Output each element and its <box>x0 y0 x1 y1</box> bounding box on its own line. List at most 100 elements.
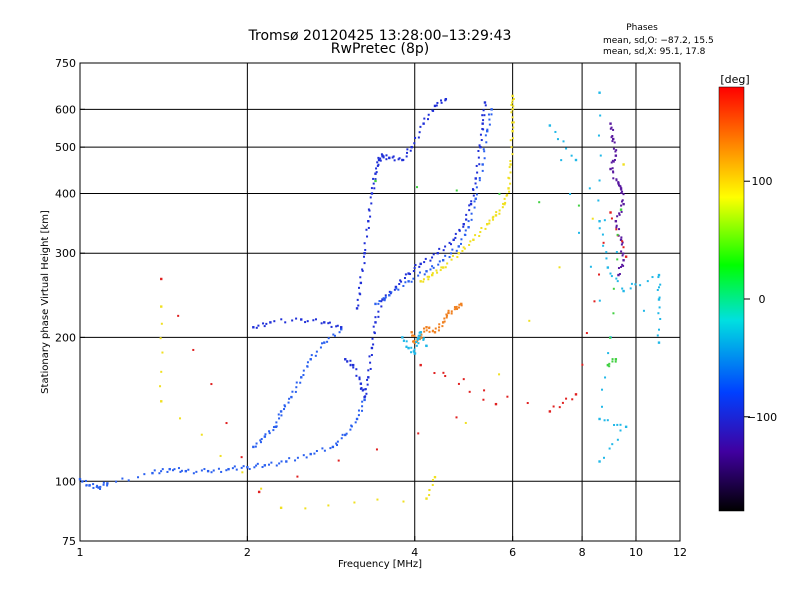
data-point <box>442 371 445 374</box>
data-point <box>509 182 512 185</box>
data-point <box>454 236 457 239</box>
data-point <box>462 223 465 226</box>
data-point <box>259 439 262 442</box>
data-point <box>609 211 612 214</box>
data-point <box>402 339 405 342</box>
data-point <box>621 263 624 266</box>
data-point <box>507 187 510 190</box>
data-point <box>610 217 613 220</box>
data-point <box>598 460 601 463</box>
data-point <box>422 122 425 125</box>
data-point <box>344 433 347 437</box>
data-point <box>477 156 480 159</box>
data-point <box>465 218 468 221</box>
data-point <box>612 137 615 141</box>
data-point <box>377 302 380 305</box>
data-point <box>96 484 99 487</box>
data-point <box>556 138 559 141</box>
data-point <box>410 351 413 354</box>
data-point <box>464 421 467 424</box>
data-point <box>445 316 448 319</box>
data-point <box>460 238 463 241</box>
data-point <box>362 255 365 258</box>
data-point <box>412 350 415 353</box>
data-point <box>355 374 358 377</box>
data-point <box>481 163 484 166</box>
data-point <box>392 155 395 158</box>
data-point <box>312 319 315 322</box>
data-point <box>284 321 287 324</box>
data-point <box>97 486 100 489</box>
data-point <box>192 472 195 475</box>
data-point <box>384 294 387 297</box>
data-point <box>323 321 326 324</box>
data-point <box>470 200 473 203</box>
data-point <box>612 160 615 163</box>
data-point <box>435 269 438 272</box>
data-point <box>431 479 434 482</box>
data-point <box>402 500 405 503</box>
data-point <box>451 254 454 257</box>
data-point <box>585 332 588 335</box>
data-point <box>285 460 288 463</box>
data-point <box>438 326 441 329</box>
data-point <box>272 426 275 429</box>
data-point <box>359 276 362 279</box>
data-point <box>611 358 614 361</box>
data-point <box>203 468 206 471</box>
data-point <box>269 321 272 324</box>
data-point <box>510 146 513 149</box>
data-point <box>528 319 531 322</box>
data-point <box>616 423 619 426</box>
data-point <box>88 484 91 487</box>
data-point <box>602 244 605 247</box>
data-point <box>413 142 416 145</box>
data-point <box>345 432 348 435</box>
data-point <box>365 392 368 395</box>
data-point <box>410 280 413 283</box>
data-point <box>450 258 453 261</box>
colorbar-tick-label: 100 <box>752 175 773 188</box>
data-point <box>509 139 512 142</box>
data-point <box>598 227 601 230</box>
data-point <box>441 325 444 328</box>
data-point <box>616 233 619 236</box>
data-point <box>599 114 602 117</box>
data-point <box>591 217 594 220</box>
data-point <box>444 375 447 378</box>
data-point <box>511 94 514 98</box>
data-point <box>480 139 483 142</box>
data-point <box>436 101 439 104</box>
data-point <box>361 400 364 403</box>
data-point <box>617 181 620 184</box>
colorbar-label: [deg] <box>720 73 749 86</box>
data-point <box>81 480 84 483</box>
data-point <box>137 476 140 479</box>
data-point <box>615 251 618 254</box>
data-point <box>512 121 515 124</box>
data-point <box>356 298 359 301</box>
data-point <box>363 242 366 245</box>
data-point <box>482 398 485 401</box>
data-point <box>365 228 368 231</box>
data-point <box>429 259 432 262</box>
data-point <box>406 148 409 151</box>
data-point <box>187 468 190 471</box>
data-point <box>451 248 454 251</box>
data-point <box>445 313 448 316</box>
data-point <box>256 462 259 465</box>
data-point <box>349 363 352 366</box>
data-point <box>611 360 614 363</box>
data-point <box>279 410 283 413</box>
data-point <box>349 428 352 431</box>
data-point <box>394 285 398 289</box>
data-point <box>508 166 511 169</box>
data-point <box>475 164 478 167</box>
data-point <box>507 176 510 179</box>
data-point <box>330 325 333 328</box>
data-point <box>657 328 660 331</box>
data-point <box>458 303 461 306</box>
data-point <box>509 171 512 174</box>
data-point <box>84 479 87 482</box>
data-point <box>363 262 366 265</box>
